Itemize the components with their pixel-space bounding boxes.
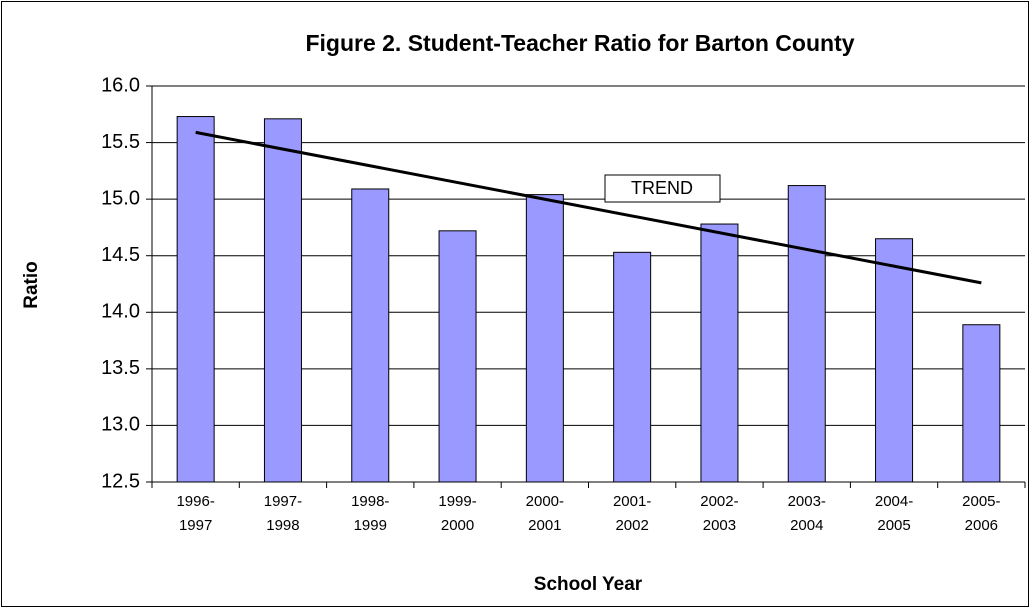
x-tick-label-box: 1996-1997 bbox=[176, 493, 215, 534]
bar bbox=[176, 116, 215, 483]
x-tick-label: 2001-2002 bbox=[612, 493, 652, 534]
x-tick-label: 2005-2006 bbox=[962, 493, 1001, 534]
x-tick-label-box: 1997-1998 bbox=[263, 493, 303, 534]
bar bbox=[525, 194, 564, 483]
bar bbox=[613, 251, 652, 483]
x-tick-label: 1996-1997 bbox=[176, 493, 215, 534]
bar bbox=[700, 223, 739, 483]
x-tick-label: 1999-2000 bbox=[438, 493, 477, 534]
y-tick-label: 15.0 bbox=[101, 187, 140, 209]
bar bbox=[263, 118, 302, 483]
y-axis-label: Ratio bbox=[21, 261, 42, 309]
x-tick-label-box: 2003-2004 bbox=[787, 493, 826, 534]
trend-line bbox=[195, 130, 982, 285]
bar bbox=[351, 188, 390, 483]
y-tick-label: 12.5 bbox=[101, 470, 140, 492]
x-tick-label: 2004-2005 bbox=[874, 493, 914, 534]
x-tick-label-box: 2000-2001 bbox=[525, 493, 565, 534]
y-tick-label: 14.5 bbox=[101, 244, 140, 266]
x-axis-label: School Year bbox=[534, 574, 643, 595]
y-tick-label: 13.0 bbox=[101, 414, 140, 436]
y-tick-label: 13.5 bbox=[101, 357, 140, 379]
x-tick-label-box: 2001-2002 bbox=[612, 493, 652, 534]
x-tick-label-box: 1999-2000 bbox=[438, 493, 477, 534]
y-tick-label: 14.0 bbox=[101, 301, 140, 323]
y-tick-label: 16.0 bbox=[101, 74, 140, 96]
x-tick-label-box: 2004-2005 bbox=[874, 493, 914, 534]
x-tick-label: 1997-1998 bbox=[263, 493, 303, 534]
bar bbox=[438, 230, 477, 483]
x-tick-label: 1998-1999 bbox=[351, 493, 390, 534]
chart-title: Figure 2. Student-Teacher Ratio for Bart… bbox=[305, 30, 854, 56]
x-tick-label-box: 2005-2006 bbox=[962, 493, 1001, 534]
x-tick-label: 2002-2003 bbox=[700, 493, 739, 534]
y-tick-label: 15.5 bbox=[101, 131, 140, 153]
bar bbox=[787, 185, 826, 483]
trend-label: TREND bbox=[631, 178, 693, 198]
x-tick-label-box: 2002-2003 bbox=[700, 493, 739, 534]
trend-label-box bbox=[604, 174, 721, 203]
bar bbox=[875, 238, 914, 483]
x-tick-label-box: 1998-1999 bbox=[351, 493, 390, 534]
x-tick-label: 2003-2004 bbox=[787, 493, 826, 534]
bar bbox=[962, 324, 1001, 483]
x-tick-label: 2000-2001 bbox=[525, 493, 565, 534]
